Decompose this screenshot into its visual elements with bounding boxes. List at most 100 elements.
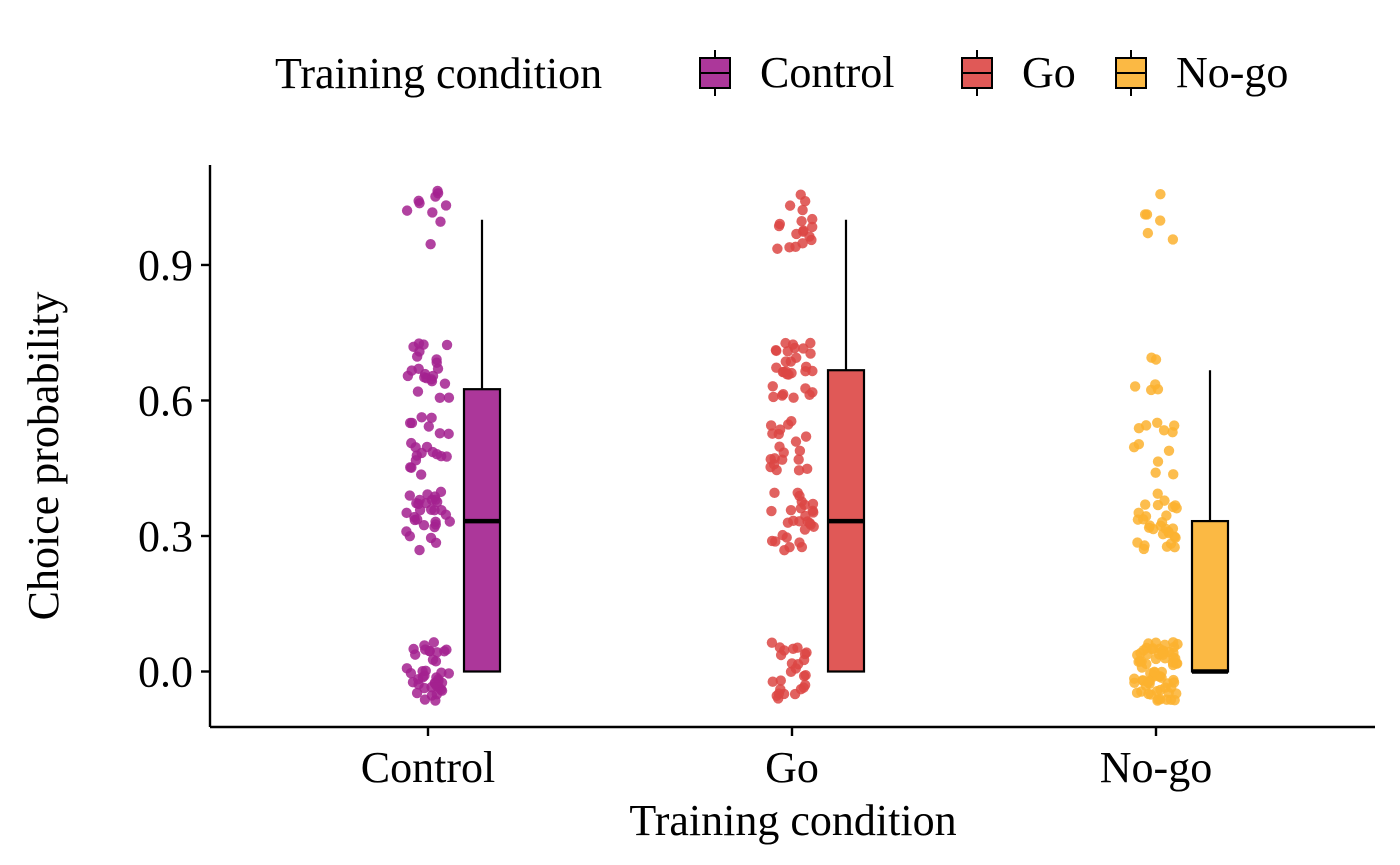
data-point [1134,656,1146,667]
data-point [772,243,783,254]
data-point [791,228,802,240]
y-axis: 0.0 0.3 0.6 0.9 [138,165,212,727]
data-point [1163,445,1175,456]
plot-area [401,185,1230,706]
data-point [411,687,423,699]
data-point [781,532,792,543]
data-point [1161,694,1172,705]
data-point [434,428,446,439]
data-point [1167,426,1178,438]
legend-item-no-go: No-go [1115,48,1288,97]
data-point [1154,215,1166,226]
data-point [1150,354,1162,365]
data-point [426,412,437,424]
series-no-go [1128,188,1230,706]
data-point [799,648,811,660]
data-point [1129,381,1141,392]
data-point [414,544,425,556]
data-point [801,463,813,475]
data-point [1152,499,1164,511]
data-point [418,519,430,531]
legend-label: No-go [1176,48,1288,97]
data-point [767,381,778,392]
data-point [419,694,431,705]
data-point [773,220,785,232]
data-point [770,536,781,547]
data-point [424,645,435,657]
data-point [1138,543,1150,555]
data-point [1141,209,1153,220]
data-point [1157,528,1169,540]
y-tick-label: 0.9 [138,241,193,290]
x-tick-label: Go [765,743,819,792]
data-point [794,445,806,457]
box-iqr [462,388,502,673]
data-point [434,392,446,403]
data-point [441,644,452,655]
data-point [427,207,438,218]
data-point [782,346,793,357]
data-point [786,416,797,427]
data-point [807,213,818,225]
data-point [800,431,812,442]
data-point [806,221,818,233]
data-point [431,357,442,368]
data-point [792,487,803,499]
data-point [435,216,446,227]
data-point [1133,507,1144,519]
data-point [1159,682,1171,693]
data-point [429,491,441,502]
data-point [431,448,443,460]
data-point [404,417,416,429]
y-axis-title: Choice probability [19,292,68,621]
data-point [784,200,796,211]
data-point [430,695,441,706]
data-point [425,532,437,544]
data-point [766,637,778,648]
data-point [427,654,439,665]
series-go [765,189,866,704]
data-point [808,507,819,518]
data-point [1158,425,1170,436]
data-point [765,453,776,465]
data-point [1144,520,1155,531]
data-point [1171,503,1182,514]
data-point [423,421,434,432]
data-point [443,668,455,679]
data-point [1143,688,1154,700]
data-point [794,516,805,527]
data-point [402,370,414,382]
data-point [444,516,455,527]
data-point [771,345,782,357]
data-point [1168,469,1179,480]
data-point [785,504,797,516]
data-point [410,455,422,466]
data-point [1140,499,1151,510]
data-point [1137,675,1149,686]
data-point [798,343,809,354]
data-point [441,451,452,462]
data-point [805,337,816,349]
data-point [807,498,819,510]
data-point [1159,639,1171,650]
data-point [419,682,430,694]
legend-label: Go [1022,48,1076,97]
data-point [1168,674,1179,686]
data-point [798,670,810,682]
data-point [766,505,777,517]
data-point [441,339,453,351]
data-point [1152,417,1163,428]
data-point [775,649,787,661]
data-point [799,499,810,511]
x-axis-title: Training condition [629,796,956,845]
x-tick-label: Control [361,743,495,792]
data-point [790,352,802,363]
data-point [413,195,424,207]
data-point [414,505,426,516]
data-point [401,507,412,519]
data-point [436,667,447,678]
data-point [768,391,779,403]
data-point [415,469,427,480]
y-tick-label: 0.3 [138,512,193,561]
data-point [1155,188,1166,200]
